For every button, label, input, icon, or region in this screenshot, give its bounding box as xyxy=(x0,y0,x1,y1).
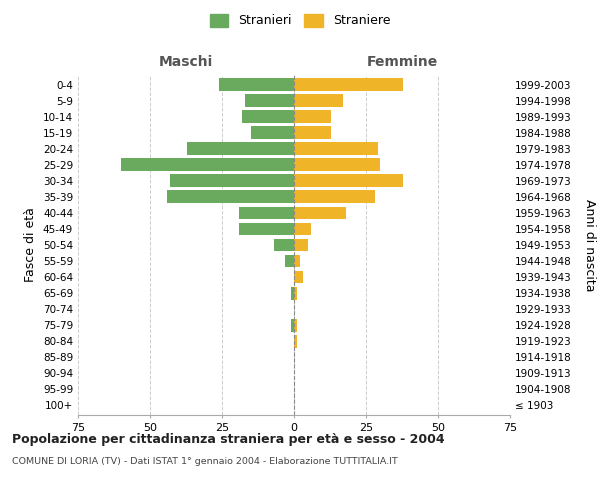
Bar xyxy=(294,222,311,235)
Bar xyxy=(294,174,403,188)
Y-axis label: Fasce di età: Fasce di età xyxy=(25,208,37,282)
Bar xyxy=(251,126,294,139)
Bar xyxy=(294,238,308,252)
Bar xyxy=(294,286,297,300)
Bar xyxy=(187,142,294,155)
Text: Femmine: Femmine xyxy=(367,55,437,69)
Text: Maschi: Maschi xyxy=(159,55,213,69)
Bar xyxy=(294,270,302,283)
Bar xyxy=(294,319,297,332)
Bar xyxy=(170,174,294,188)
Bar xyxy=(294,142,377,155)
Text: COMUNE DI LORIA (TV) - Dati ISTAT 1° gennaio 2004 - Elaborazione TUTTITALIA.IT: COMUNE DI LORIA (TV) - Dati ISTAT 1° gen… xyxy=(12,458,398,466)
Bar xyxy=(294,94,343,107)
Bar xyxy=(294,254,300,268)
Y-axis label: Anni di nascita: Anni di nascita xyxy=(583,198,596,291)
Bar xyxy=(294,335,297,347)
Bar xyxy=(286,254,294,268)
Bar xyxy=(294,190,374,203)
Bar xyxy=(291,286,294,300)
Bar xyxy=(291,319,294,332)
Bar xyxy=(245,94,294,107)
Bar xyxy=(294,126,331,139)
Legend: Stranieri, Straniere: Stranieri, Straniere xyxy=(205,8,395,32)
Text: Popolazione per cittadinanza straniera per età e sesso - 2004: Popolazione per cittadinanza straniera p… xyxy=(12,432,445,446)
Bar xyxy=(121,158,294,171)
Bar xyxy=(294,78,403,91)
Bar xyxy=(294,206,346,220)
Bar xyxy=(274,238,294,252)
Bar xyxy=(219,78,294,91)
Bar xyxy=(239,222,294,235)
Bar xyxy=(294,158,380,171)
Bar xyxy=(239,206,294,220)
Bar xyxy=(242,110,294,123)
Bar xyxy=(294,110,331,123)
Bar xyxy=(167,190,294,203)
